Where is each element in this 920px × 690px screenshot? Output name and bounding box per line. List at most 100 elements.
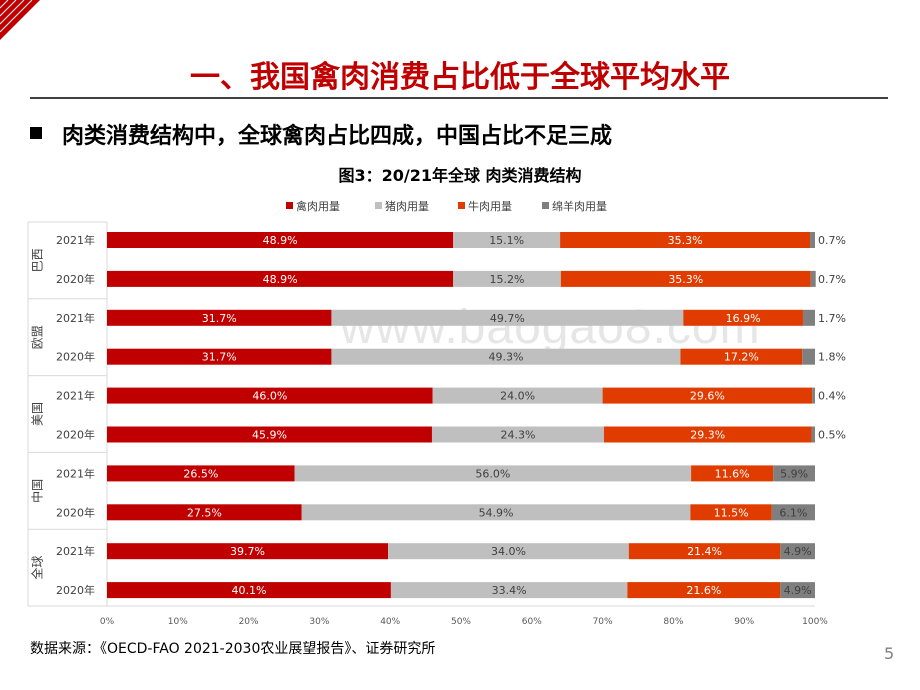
bar-segment-1-0-0 <box>107 309 332 326</box>
legend-label-1: 猪肉用量 <box>385 200 429 213</box>
bar-segment-0-0-3 <box>810 232 815 248</box>
year-label-4-0: 2021年 <box>56 544 95 558</box>
data-label-2-0-0: 46.0% <box>252 390 287 403</box>
data-label-3-1-3: 6.1% <box>779 506 807 519</box>
legend-label-0: 禽肉用量 <box>296 199 340 213</box>
data-label-2-1-2: 29.3% <box>690 429 725 442</box>
data-label-3-1-2: 11.5% <box>714 506 749 519</box>
legend-swatch-3 <box>542 202 549 209</box>
group-label-4: 全球 <box>30 556 45 580</box>
data-label-0-0-2: 35.3% <box>668 234 703 247</box>
bar-segment-4-0-0 <box>107 543 389 560</box>
group-label-2: 美国 <box>31 402 45 426</box>
bar-segment-0-1-1 <box>453 270 561 287</box>
bar-segment-2-1-3 <box>811 426 815 443</box>
bar-segment-4-0-2 <box>628 543 781 560</box>
data-label-1-1-2: 17.2% <box>724 351 759 364</box>
subtitle-text: 肉类消费结构中，全球禽肉占比四成，中国占比不足三成 <box>62 124 613 149</box>
year-label-4-1: 2020年 <box>56 583 95 597</box>
data-label-3-0-0: 26.5% <box>183 467 218 480</box>
bar-segment-1-0-1 <box>331 309 684 326</box>
data-label-4-0-0: 39.7% <box>230 545 265 558</box>
bar-segment-4-1-1 <box>390 582 628 599</box>
bar-segment-3-1-3 <box>771 504 815 521</box>
data-label-1-1-3: 1.8% <box>818 351 846 364</box>
x-tick-label-2: 20% <box>239 617 259 627</box>
bar-segment-2-1-1 <box>431 426 605 443</box>
bar-segment-2-0-3 <box>812 387 815 404</box>
year-label-1-1: 2020年 <box>56 350 95 364</box>
bar-segment-2-0-0 <box>107 387 433 404</box>
bar-segment-0-1-2 <box>560 270 811 287</box>
data-label-4-1-0: 40.1% <box>231 584 266 597</box>
corner-decoration <box>0 0 40 40</box>
x-tick-label-10: 100% <box>802 617 828 627</box>
group-label-0: 巴西 <box>31 248 45 272</box>
page-number: 5 <box>884 644 895 663</box>
data-label-1-0-3: 1.7% <box>818 312 846 325</box>
bar-segment-2-0-2 <box>602 387 813 404</box>
legend-label-3: 绵羊肉用量 <box>552 199 607 213</box>
bar-segment-1-0-2 <box>683 309 803 326</box>
x-tick-label-9: 90% <box>734 617 754 627</box>
x-tick-label-0: 0% <box>100 617 115 627</box>
year-label-0-0: 2021年 <box>56 233 95 247</box>
bar-segment-3-0-1 <box>294 465 692 482</box>
title-divider <box>30 97 888 99</box>
group-label-1: 欧盟 <box>31 325 45 349</box>
chart-title: 图3：20/21年全球 肉类消费结构 <box>338 166 582 185</box>
bar-segment-3-0-2 <box>691 465 774 482</box>
data-label-3-0-3: 5.9% <box>780 467 808 480</box>
data-label-0-1-2: 35.3% <box>668 273 703 286</box>
data-label-0-1-3: 0.7% <box>818 273 846 286</box>
bar-segment-3-1-1 <box>301 504 691 521</box>
bar-segment-1-0-3 <box>802 309 815 326</box>
bar-segment-3-0-0 <box>107 465 295 482</box>
x-tick-label-3: 30% <box>309 617 329 627</box>
bar-segment-0-0-2 <box>560 232 811 248</box>
bar-segment-0-0-0 <box>107 232 454 248</box>
data-label-2-1-0: 45.9% <box>252 429 287 442</box>
x-tick-label-6: 60% <box>522 617 542 627</box>
x-tick-label-7: 70% <box>593 617 613 627</box>
data-label-0-0-0: 48.9% <box>263 234 298 247</box>
legend-swatch-2 <box>458 202 465 209</box>
x-tick-label-4: 40% <box>380 617 400 627</box>
data-label-4-1-2: 21.6% <box>686 584 721 597</box>
x-tick-label-1: 10% <box>168 617 188 627</box>
data-label-4-0-1: 34.0% <box>491 545 526 558</box>
data-label-1-0-1: 49.7% <box>490 312 525 325</box>
bar-segment-0-1-0 <box>107 270 454 287</box>
data-label-1-1-0: 31.7% <box>202 351 237 364</box>
data-label-1-0-2: 16.9% <box>726 312 761 325</box>
data-label-4-0-2: 21.4% <box>687 545 722 558</box>
data-label-0-1-1: 15.2% <box>490 273 525 286</box>
year-label-3-1: 2020年 <box>56 505 95 519</box>
data-label-0-0-1: 15.1% <box>489 234 524 247</box>
data-label-1-0-0: 31.7% <box>202 312 237 325</box>
year-label-0-1: 2020年 <box>56 272 95 286</box>
year-label-2-0: 2021年 <box>56 389 95 403</box>
bar-segment-1-1-1 <box>331 348 681 365</box>
legend-swatch-0 <box>286 202 293 209</box>
bar-segment-1-1-0 <box>107 348 332 365</box>
slide-subtitle: 肉类消费结构中，全球禽肉占比四成，中国占比不足三成 <box>30 118 612 150</box>
x-tick-label-5: 50% <box>451 617 471 627</box>
legend-label-2: 牛肉用量 <box>468 199 512 213</box>
data-label-2-0-2: 29.6% <box>690 390 725 403</box>
bar-segment-0-1-3 <box>810 270 816 287</box>
bullet-square-icon <box>30 127 42 139</box>
data-label-3-1-0: 27.5% <box>187 506 222 519</box>
bar-segment-4-1-0 <box>107 582 391 599</box>
bar-segment-2-0-1 <box>432 387 603 404</box>
data-source: 数据来源：《OECD-FAO 2021-2030农业展望报告》、证券研究所 <box>30 641 436 657</box>
bar-segment-0-0-1 <box>453 232 561 248</box>
year-label-2-1: 2020年 <box>56 428 95 442</box>
group-label-3: 中国 <box>30 479 45 503</box>
bar-segment-4-1-2 <box>627 582 781 599</box>
data-label-3-0-2: 11.6% <box>715 467 750 480</box>
data-label-3-1-1: 54.9% <box>479 506 514 519</box>
data-label-4-0-3: 4.9% <box>784 545 812 558</box>
bar-segment-4-0-1 <box>388 543 629 560</box>
